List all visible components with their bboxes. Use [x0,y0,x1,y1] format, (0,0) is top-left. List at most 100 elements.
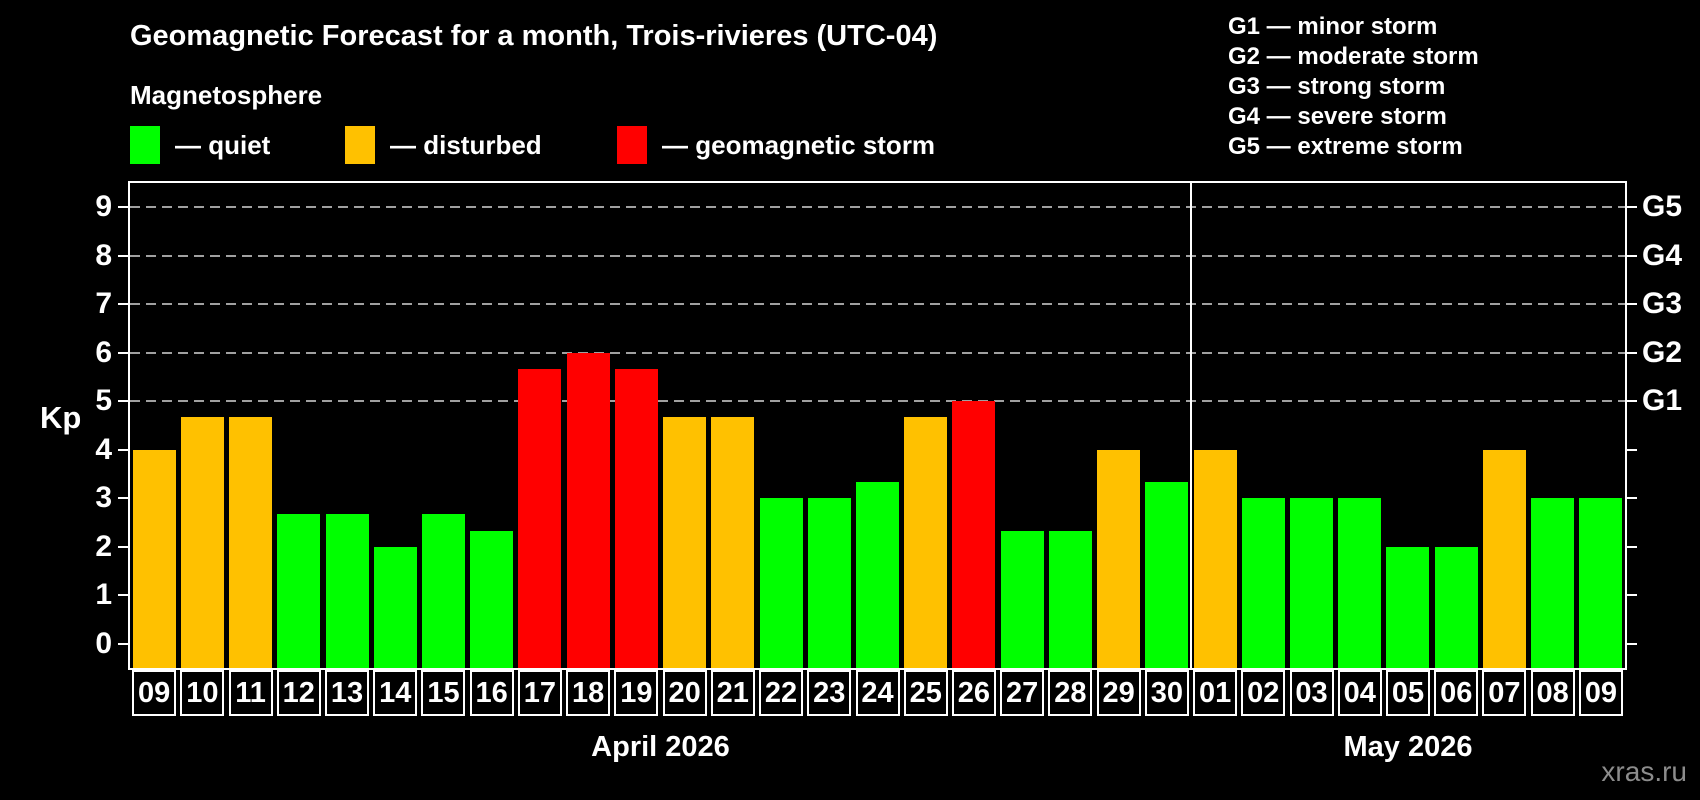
legend-label: — geomagnetic storm [662,129,936,160]
y-tick-label: 3 [95,481,112,515]
kp-bar [614,368,658,668]
gridline-kp5 [130,400,1625,403]
day-label: 28 [1048,670,1093,716]
y-tick-label: 9 [95,190,112,224]
kp-bar [1386,546,1430,668]
y-tick [1625,545,1637,548]
kp-bar [518,368,562,668]
storm-swatch-icon [617,126,647,164]
day-label: 03 [1289,670,1334,716]
g-legend-item: G5 — extreme storm [1228,133,1463,160]
kp-bar [470,530,514,668]
g-axis-label: G3 [1642,287,1683,321]
legend-item-quiet: — quiet [130,125,270,165]
kp-bar [759,498,803,668]
legend-item-storm: — geomagnetic storm [617,125,935,165]
y-tick-label: 2 [95,529,112,563]
g-legend-item: G2 — moderate storm [1228,43,1479,70]
g-legend-item: G1 — minor storm [1228,13,1438,40]
day-label: 26 [951,670,996,716]
kp-bar [1290,498,1334,668]
quiet-swatch-icon [130,126,160,164]
g-legend-item: G4 — severe storm [1228,103,1447,130]
kp-bar [1579,498,1623,668]
day-label: 19 [614,670,659,716]
day-label: 20 [662,670,707,716]
kp-bar [1193,449,1237,668]
y-tick-label: 5 [95,384,112,418]
y-tick [1625,206,1637,209]
kp-bar [1434,546,1478,668]
y-tick-label: 7 [95,287,112,321]
kp-bar [904,417,948,668]
kp-bar [229,417,273,668]
y-tick [1625,642,1637,645]
page-title: Geomagnetic Forecast for a month, Trois-… [130,20,938,52]
day-label: 04 [1337,670,1382,716]
month-label: May 2026 [1343,731,1473,763]
y-tick [118,351,130,354]
day-label: 05 [1385,670,1430,716]
y-tick [118,303,130,306]
day-label: 10 [180,670,225,716]
y-tick [1625,497,1637,500]
day-label: 17 [517,670,562,716]
day-label: 09 [132,670,177,716]
gridline-kp9 [130,206,1625,209]
day-label: 11 [228,670,273,716]
y-tick [1625,303,1637,306]
plot-area [128,181,1627,670]
day-label: 21 [710,670,755,716]
g-axis-label: G5 [1642,190,1683,224]
kp-bar [132,449,176,668]
y-tick [118,206,130,209]
day-label: 13 [325,670,370,716]
gridline-kp7 [130,303,1625,306]
legend-item-disturbed: — disturbed [345,125,542,165]
kp-bar [663,417,707,668]
day-label: 24 [855,670,900,716]
gridline-kp8 [130,254,1625,257]
kp-bar [180,417,224,668]
kp-bar [566,352,610,668]
kp-bar [1482,449,1526,668]
month-separator [1189,183,1192,668]
kp-bar [373,546,417,668]
kp-bar [1338,498,1382,668]
day-label: 25 [903,670,948,716]
disturbed-swatch-icon [345,126,375,164]
day-label: 07 [1482,670,1527,716]
day-label: 22 [759,670,804,716]
day-label: 02 [1241,670,1286,716]
y-tick [118,448,130,451]
kp-bar [325,514,369,668]
y-tick [118,254,130,257]
day-label: 27 [1000,670,1045,716]
kp-bar [1000,530,1044,668]
gridline-kp6 [130,351,1625,354]
kp-bar [1048,530,1092,668]
y-tick [1625,254,1637,257]
y-tick-label: 8 [95,238,112,272]
y-tick [118,642,130,645]
y-tick-label: 4 [95,432,112,466]
magnetosphere-label: Magnetosphere [130,80,323,110]
legend-label: — disturbed [390,129,542,160]
y-tick [118,545,130,548]
y-tick-label: 0 [95,626,112,660]
y-axis-title: Kp [40,400,82,435]
y-tick [1625,594,1637,597]
y-tick [1625,400,1637,403]
day-label: 15 [421,670,466,716]
kp-bar [1097,449,1141,668]
month-label: April 2026 [591,731,730,763]
kp-bar [807,498,851,668]
g-scale-legend: G1 — minor storm G2 — moderate storm G3 — … [1228,12,1479,162]
g-axis-label: G2 [1642,335,1683,369]
legend-label: — quiet [175,129,271,160]
day-label: 12 [276,670,321,716]
kp-bar [421,514,465,668]
day-label: 23 [807,670,852,716]
kp-bar [1531,498,1575,668]
